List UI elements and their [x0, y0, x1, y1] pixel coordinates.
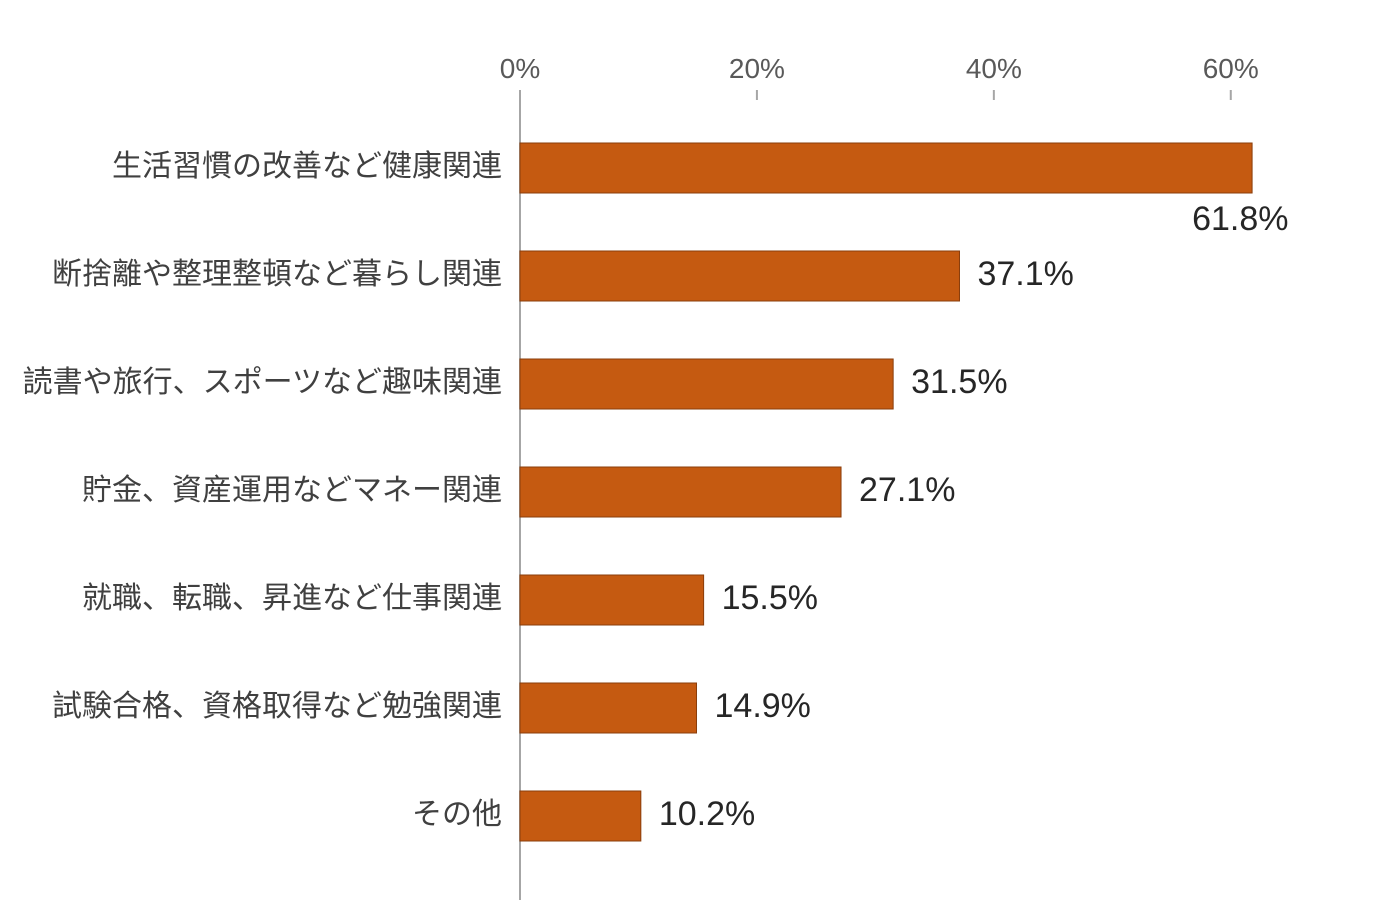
category-label: 試験合格、資格取得など勉強関連 — [52, 690, 502, 723]
value-label: 15.5% — [722, 579, 818, 617]
bar — [520, 683, 697, 733]
category-label: 貯金、資産運用などマネー関連 — [82, 474, 502, 507]
value-label: 31.5% — [911, 363, 1007, 401]
chart-container: 0% 20% 40% 60% 生活習慣の改善など健康関連 61.8% 断捨離や整理整頓など暮… — [0, 0, 1380, 920]
bar — [520, 359, 893, 409]
value-label: 37.1% — [977, 255, 1073, 293]
category-label: 生活習慣の改善など健康関連 — [112, 150, 502, 183]
value-label: 27.1% — [859, 471, 955, 509]
value-label: 10.2% — [659, 795, 755, 833]
x-tick-label: 0% — [500, 53, 540, 84]
bar — [520, 251, 959, 301]
x-tick-label: 60% — [1203, 53, 1259, 84]
x-tick-label: 20% — [729, 53, 785, 84]
bar — [520, 791, 641, 841]
category-label: その他 — [412, 798, 502, 831]
bar-chart: 0% 20% 40% 60% 生活習慣の改善など健康関連 61.8% 断捨離や整理整頓など暮… — [0, 0, 1380, 920]
bar — [520, 467, 841, 517]
x-tick-label: 40% — [966, 53, 1022, 84]
category-label: 読書や旅行、スポーツなど趣味関連 — [23, 366, 502, 399]
value-label: 61.8% — [1192, 200, 1288, 238]
bar — [520, 575, 704, 625]
category-label: 就職、転職、昇進など仕事関連 — [82, 582, 502, 615]
value-label: 14.9% — [715, 687, 811, 725]
bar — [520, 143, 1252, 193]
category-label: 断捨離や整理整頓など暮らし関連 — [52, 258, 502, 291]
